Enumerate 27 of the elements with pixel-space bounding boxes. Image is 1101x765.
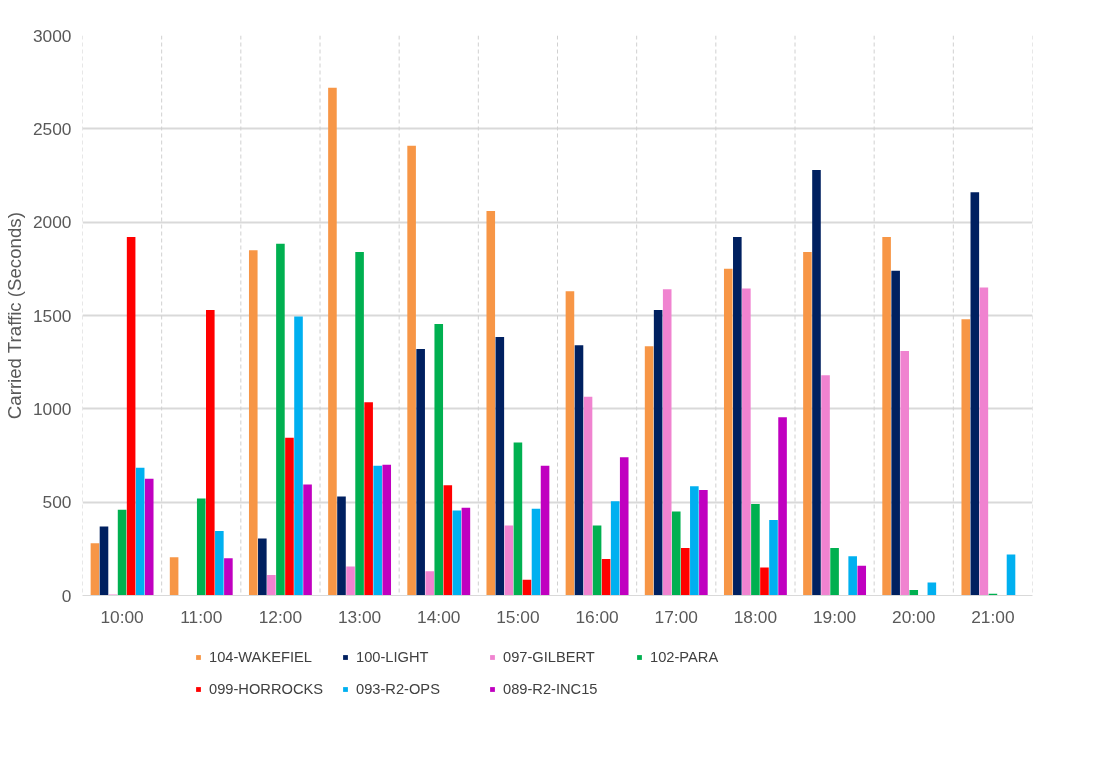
legend-label: 102-PARA xyxy=(650,649,720,665)
x-tick-label: 21:00 xyxy=(971,606,1015,627)
x-tick-label: 12:00 xyxy=(258,606,303,627)
y-tick-label: 1000 xyxy=(32,398,72,419)
y-axis-title: Carried Traffic (Seconds) xyxy=(3,212,25,420)
legend-label: 093-R2-OPS xyxy=(356,681,441,697)
x-tick-label: 15:00 xyxy=(496,606,540,627)
y-tick-label: 2000 xyxy=(32,212,72,233)
y-tick-label: 0 xyxy=(61,585,72,606)
y-tick-label: 1500 xyxy=(32,305,72,326)
x-tick-label: 20:00 xyxy=(892,606,936,627)
x-tick-label: 16:00 xyxy=(575,606,619,627)
x-tick-label: 19:00 xyxy=(812,606,857,627)
y-tick-label: 500 xyxy=(42,492,72,513)
x-tick-label: 17:00 xyxy=(654,606,698,627)
y-tick-label: 2500 xyxy=(32,118,72,139)
x-tick-label: 10:00 xyxy=(100,606,144,627)
legend-label: 089-R2-INC15 xyxy=(503,681,599,697)
x-tick-label: 14:00 xyxy=(417,606,461,627)
x-tick-label: 11:00 xyxy=(180,606,223,627)
x-tick-label: 13:00 xyxy=(337,606,382,627)
legend-label: 104-WAKEFIEL xyxy=(209,649,313,665)
y-tick-label: 3000 xyxy=(32,25,72,46)
legend-label: 097-GILBERT xyxy=(503,649,596,665)
legend-label: 100-LIGHT xyxy=(356,649,430,665)
x-tick-label: 18:00 xyxy=(733,606,778,627)
legend-label: 099-HORROCKS xyxy=(209,681,325,697)
